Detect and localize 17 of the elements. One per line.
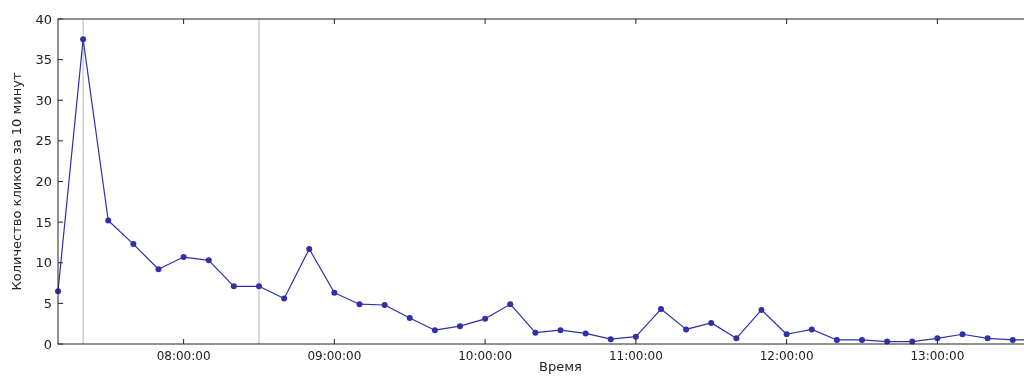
- x-tick-label: 12:00:00: [759, 349, 814, 363]
- x-tick-label: 10:00:00: [458, 349, 513, 363]
- x-axis-title: Время: [539, 359, 582, 374]
- y-tick-label: 5: [43, 295, 52, 311]
- y-tick-label: 40: [35, 11, 52, 27]
- y-tick-label: 25: [35, 133, 52, 149]
- y-tick-label: 10: [35, 255, 52, 271]
- y-axis-title: Количество кликов за 10 минут: [9, 72, 24, 291]
- y-tick-label: 15: [35, 214, 52, 230]
- x-tick-label: 09:00:00: [307, 349, 362, 363]
- y-tick-label: 35: [35, 52, 52, 68]
- x-tick-label: 11:00:00: [608, 349, 663, 363]
- x-tick-label: 08:00:00: [156, 349, 211, 363]
- y-tick-label: 30: [35, 92, 52, 108]
- y-tick-label: 20: [35, 174, 52, 189]
- y-tick-label: 0: [43, 336, 52, 352]
- x-tick-label: 13:00:00: [910, 349, 965, 363]
